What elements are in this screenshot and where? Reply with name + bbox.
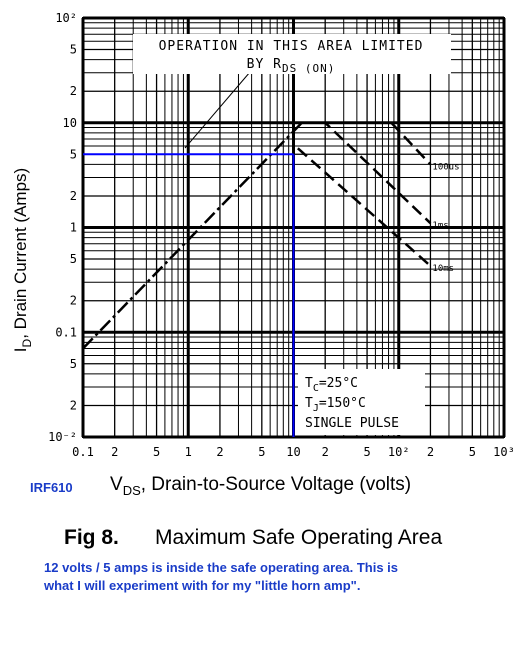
x-tick-label: 10² <box>388 445 410 459</box>
x-tick-label: 10 <box>286 445 300 459</box>
y-tick-label: 5 <box>70 357 77 371</box>
x-tick-label: 5 <box>469 445 476 459</box>
condition-sub: J <box>313 403 319 414</box>
y-tick-label: 0.1 <box>55 325 77 339</box>
x-label-rest: , Drain-to-Source Voltage (volts) <box>141 474 411 495</box>
x-tick-label: 2 <box>111 445 118 459</box>
foreground: 0.1 2 5 1 2 5 10 2 5 10² 2 5 10³ 10⁻² 2 5 0.1 2 5 1 2 5 10 2 5 10… <box>48 11 515 459</box>
part-number: IRF610 <box>30 480 73 495</box>
annotation-text: BY RDS (ON) <box>247 57 336 75</box>
y-tick-label: 2 <box>70 84 77 98</box>
chart-title: Maximum Safe Operating Area <box>155 526 442 549</box>
y-tick-label: 2 <box>70 189 77 203</box>
y-label-sub: D <box>20 338 34 347</box>
condition-rest: =150°C <box>319 396 366 411</box>
note: what I will experiment with for my "litt… <box>43 578 360 593</box>
y-tick-label: 10 <box>63 116 77 130</box>
x-tick-label: 2 <box>216 445 223 459</box>
condition: SINGLE PULSE <box>305 416 399 431</box>
y-tick-label: 2 <box>70 398 77 412</box>
x-tick-label: 5 <box>153 445 160 459</box>
y-tick-label: 10⁻² <box>48 430 77 444</box>
x-tick-label: 1 <box>185 445 192 459</box>
conditions-box <box>298 369 425 435</box>
condition-main: T <box>305 376 313 391</box>
condition-sub: C <box>313 383 319 394</box>
x-tick-label: 5 <box>258 445 265 459</box>
lines <box>82 121 432 350</box>
note: 12 volts / 5 amps is inside the safe ope… <box>44 560 398 575</box>
annotation-box <box>133 34 451 74</box>
x-tick-label: 2 <box>322 445 329 459</box>
series-line <box>82 121 303 350</box>
y-axis-label: ID, Drain Current (Amps) <box>11 168 34 352</box>
pointer <box>184 71 251 149</box>
series-line <box>301 121 432 166</box>
y-tick-label: 1 <box>70 221 77 235</box>
x-axis-label: VDS, Drain-to-Source Voltage (volts) <box>110 474 411 498</box>
series-label: 10ms <box>432 264 454 274</box>
y-tick-label: 5 <box>70 43 77 57</box>
y-label-main: I <box>11 347 30 352</box>
x-label-sub: DS <box>123 483 141 498</box>
series-line <box>297 147 432 267</box>
series-label: 100us <box>432 162 459 172</box>
condition-main: T <box>305 396 313 411</box>
x-tick-label: 10³ <box>493 445 515 459</box>
y-tick-label: 5 <box>70 252 77 266</box>
annotation-sub: DS (ON) <box>282 62 335 75</box>
annotation-text: OPERATION IN THIS AREA LIMITED <box>159 39 424 54</box>
x-tick-label: 2 <box>427 445 434 459</box>
fig-label: Fig 8. <box>64 526 119 549</box>
y-tick-label: 10² <box>55 11 77 25</box>
condition-main: SINGLE PULSE <box>305 416 399 431</box>
y-tick-label: 2 <box>70 294 77 308</box>
grid <box>81 16 506 439</box>
series-line <box>301 121 432 225</box>
y-tick-label: 5 <box>70 147 77 161</box>
x-tick-label: 5 <box>363 445 370 459</box>
x-label-main: V <box>110 474 123 495</box>
annotation-text: BY R <box>247 57 282 72</box>
series-label: 1ms <box>432 221 448 231</box>
x-tick-label: 0.1 <box>72 445 94 459</box>
y-label-rest: , Drain Current (Amps) <box>11 168 30 339</box>
condition: TJ=150°C <box>305 396 366 414</box>
condition-rest: =25°C <box>319 376 358 391</box>
condition: TC=25°C <box>305 376 358 394</box>
